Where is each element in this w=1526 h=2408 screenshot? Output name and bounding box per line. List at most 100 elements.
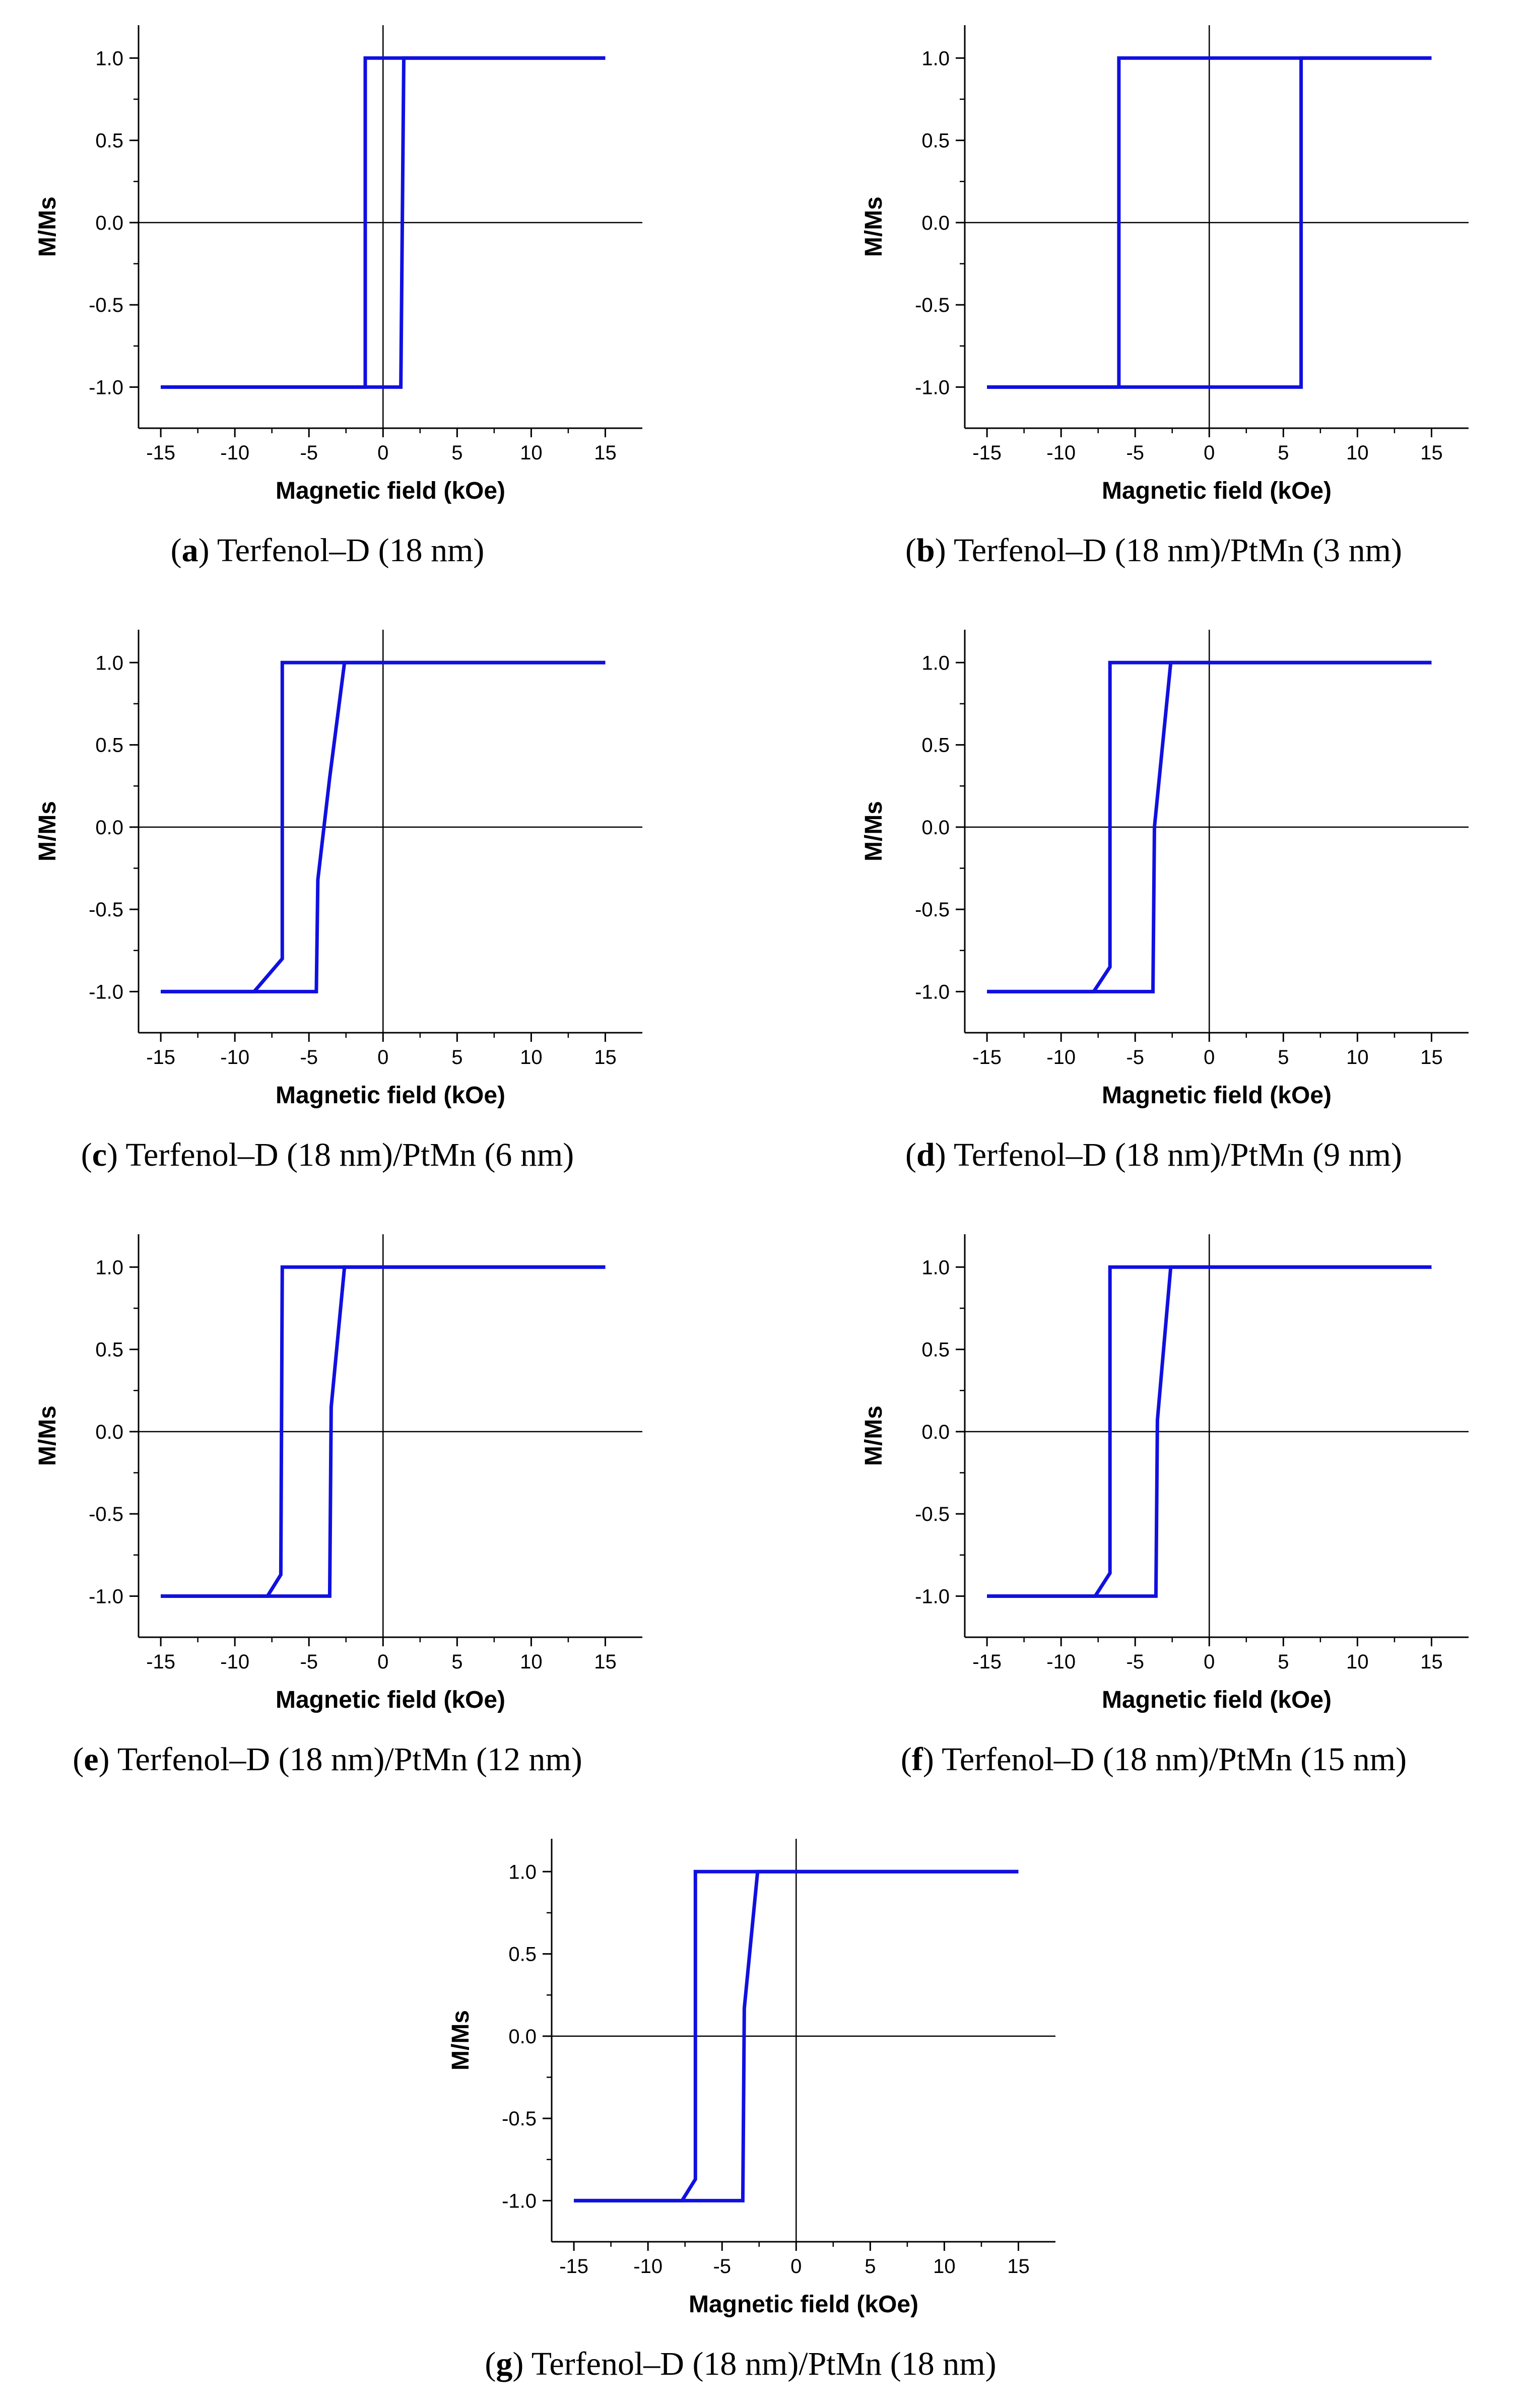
- y-axis-label: M/Ms: [860, 196, 887, 257]
- caption-letter: c: [92, 1136, 107, 1173]
- caption-text: Terfenol–D (18 nm): [217, 532, 485, 569]
- y-tick-label: -0.5: [915, 1503, 950, 1525]
- y-tick-label: 1.0: [95, 1256, 123, 1279]
- x-tick-label: 0: [377, 1046, 388, 1068]
- chart-panel-e: -1.0 -0.5 0.0 0.5 1.0 -15 -10 -5 0 5 10 15 Magnetic …: [20, 1219, 642, 1803]
- x-tick-label: 5: [1278, 442, 1289, 464]
- x-tick-label: 0: [1204, 442, 1215, 464]
- x-tick-label: 5: [451, 1651, 462, 1673]
- y-tick-label: -0.5: [89, 294, 123, 316]
- caption-d: (d) Terfenol–D (18 nm)/PtMn (9 nm): [905, 1136, 1402, 1173]
- y-tick-label: 0.0: [95, 817, 123, 839]
- caption-letter: e: [84, 1741, 99, 1778]
- y-axis-label: M/Ms: [34, 801, 61, 861]
- x-tick-label: 10: [520, 442, 543, 464]
- y-tick-label: -1.0: [89, 1585, 123, 1608]
- caption-text: Terfenol–D (18 nm)/PtMn (12 nm): [117, 1741, 582, 1778]
- y-tick-label: 0.5: [95, 734, 123, 757]
- y-tick-label: -1.0: [89, 981, 123, 1003]
- caption-text: Terfenol–D (18 nm)/PtMn (6 nm): [125, 1136, 574, 1173]
- chart-panel-a: -1.0 -0.5 0.0 0.5 1.0 -15 -10 -5 0 5 10 15 Magnetic …: [20, 10, 642, 594]
- x-axis-label: Magnetic field (kOe): [1102, 478, 1332, 504]
- x-tick-label: -5: [1126, 442, 1144, 464]
- x-axis-label: Magnetic field (kOe): [276, 1687, 505, 1713]
- x-tick-label: 0: [1204, 1046, 1215, 1068]
- x-tick-label: -10: [1046, 1651, 1076, 1673]
- y-tick-label: 0.5: [921, 1339, 950, 1361]
- x-tick-label: -15: [972, 1046, 1002, 1068]
- chart-panel-b: -1.0 -0.5 0.0 0.5 1.0 -15 -10 -5 0 5 10 15 Magnetic …: [846, 10, 1469, 594]
- x-tick-label: 15: [1420, 442, 1443, 464]
- chart-svg-f: -1.0 -0.5 0.0 0.5 1.0 -15 -10 -5 0 5 10 15 Magnetic …: [860, 1234, 1469, 1713]
- y-axis-label: M/Ms: [34, 1406, 61, 1466]
- y-tick-label: 0.0: [95, 212, 123, 234]
- y-tick-label: 0.0: [508, 2026, 537, 2048]
- caption-a: (a) Terfenol–D (18 nm): [170, 532, 485, 569]
- chart-panel-g: -1.0 -0.5 0.0 0.5 1.0 -15 -10 -5 0 5 10 15 Magnetic …: [433, 1824, 1055, 2408]
- x-tick-label: 15: [1007, 2255, 1030, 2278]
- hysteresis-branch-2: [161, 56, 606, 389]
- x-tick-label: -10: [1046, 1046, 1076, 1068]
- y-tick-label: 0.0: [921, 1421, 950, 1443]
- hysteresis-branch-2: [161, 1265, 606, 1598]
- x-tick-label: -5: [1126, 1046, 1144, 1068]
- caption-letter: d: [916, 1136, 935, 1173]
- x-tick-label: 0: [1204, 1651, 1215, 1673]
- chart-svg-d: -1.0 -0.5 0.0 0.5 1.0 -15 -10 -5 0 5 10 15 Magnetic …: [860, 630, 1469, 1109]
- caption-text: Terfenol–D (18 nm)/PtMn (15 nm): [942, 1741, 1407, 1778]
- y-tick-label: -0.5: [502, 2108, 537, 2130]
- x-tick-label: 15: [594, 442, 617, 464]
- caption-letter: g: [496, 2346, 513, 2382]
- caption-text: Terfenol–D (18 nm)/PtMn (18 nm): [531, 2346, 997, 2382]
- x-tick-label: 0: [377, 1651, 388, 1673]
- x-tick-label: 5: [451, 442, 462, 464]
- chart-panel-f: -1.0 -0.5 0.0 0.5 1.0 -15 -10 -5 0 5 10 15 Magnetic …: [846, 1219, 1469, 1803]
- x-tick-label: 10: [520, 1651, 543, 1673]
- chart-panel-c: -1.0 -0.5 0.0 0.5 1.0 -15 -10 -5 0 5 10 15 Magnetic …: [20, 615, 642, 1199]
- x-axis-label: Magnetic field (kOe): [1102, 1687, 1332, 1713]
- y-tick-label: 0.5: [95, 130, 123, 152]
- y-tick-label: 1.0: [95, 47, 123, 70]
- x-axis-label: Magnetic field (kOe): [1102, 1082, 1332, 1109]
- y-tick-label: 1.0: [921, 47, 950, 70]
- x-tick-label: -5: [300, 1651, 318, 1673]
- hysteresis-branch-2: [987, 660, 1432, 993]
- y-axis-label: M/Ms: [447, 2010, 474, 2070]
- y-tick-label: -0.5: [915, 294, 950, 316]
- hysteresis-branch-2: [987, 1265, 1432, 1598]
- x-tick-label: 10: [1346, 1046, 1369, 1068]
- x-tick-label: 0: [790, 2255, 802, 2278]
- y-tick-label: -0.5: [89, 1503, 123, 1525]
- y-tick-label: -1.0: [915, 981, 950, 1003]
- x-tick-label: -15: [146, 1046, 175, 1068]
- x-tick-label: 10: [520, 1046, 543, 1068]
- x-tick-label: -5: [300, 1046, 318, 1068]
- x-tick-label: 5: [1278, 1046, 1289, 1068]
- x-axis-label: Magnetic field (kOe): [276, 1082, 505, 1109]
- chart-svg-c: -1.0 -0.5 0.0 0.5 1.0 -15 -10 -5 0 5 10 15 Magnetic …: [34, 630, 642, 1109]
- caption-c: (c) Terfenol–D (18 nm)/PtMn (6 nm): [81, 1136, 574, 1173]
- y-tick-label: 1.0: [508, 1861, 537, 1883]
- x-tick-label: 15: [1420, 1651, 1443, 1673]
- y-tick-label: 0.5: [508, 1944, 537, 1966]
- y-axis-label: M/Ms: [860, 801, 887, 861]
- x-tick-label: -15: [972, 1651, 1002, 1673]
- caption-text: Terfenol–D (18 nm)/PtMn (9 nm): [954, 1136, 1402, 1173]
- x-tick-label: -5: [713, 2255, 731, 2278]
- caption-letter: b: [916, 532, 935, 569]
- x-tick-label: -15: [146, 442, 175, 464]
- y-tick-label: -1.0: [915, 376, 950, 398]
- y-tick-label: -1.0: [915, 1585, 950, 1608]
- x-tick-label: -10: [220, 1651, 249, 1673]
- x-tick-label: -10: [220, 442, 249, 464]
- y-tick-label: 0.0: [921, 212, 950, 234]
- y-tick-label: 0.0: [95, 1421, 123, 1443]
- caption-letter: a: [181, 532, 198, 569]
- x-tick-label: -15: [146, 1651, 175, 1673]
- x-tick-label: -15: [972, 442, 1002, 464]
- x-tick-label: -10: [220, 1046, 249, 1068]
- caption-f: (f) Terfenol–D (18 nm)/PtMn (15 nm): [900, 1741, 1407, 1778]
- x-axis-label: Magnetic field (kOe): [689, 2291, 918, 2318]
- x-tick-label: 10: [933, 2255, 956, 2278]
- caption-g: (g) Terfenol–D (18 nm)/PtMn (18 nm): [485, 2346, 997, 2382]
